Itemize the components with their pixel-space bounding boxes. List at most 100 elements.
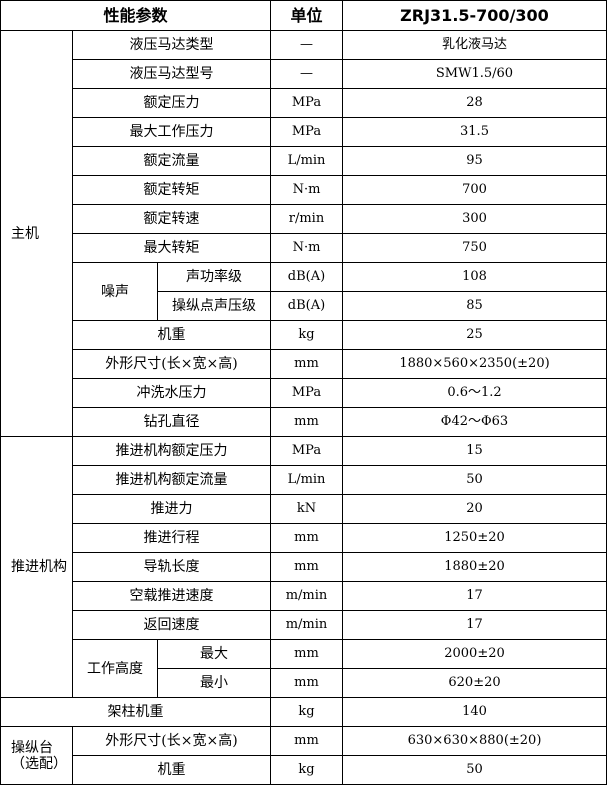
- param-unit: kg: [270, 755, 343, 785]
- param-name: 额定流量: [72, 146, 271, 176]
- table-row: 导轨长度 mm 1880±20: [1, 552, 607, 582]
- subgroup-label: 工作高度: [72, 639, 158, 698]
- table-row: 额定压力 MPa 28: [1, 88, 607, 118]
- param-value: 0.6～1.2: [342, 378, 607, 408]
- param-unit: MPa: [270, 378, 343, 408]
- param-unit: MPa: [270, 436, 343, 466]
- param-value: 2000±20: [342, 639, 607, 669]
- param-value: 1250±20: [342, 523, 607, 553]
- group-label: 主机: [0, 30, 73, 437]
- table-row: 返回速度 m/min 17: [1, 610, 607, 640]
- table-row: 机重 kg 50: [1, 755, 607, 785]
- param-unit: mm: [270, 726, 343, 756]
- param-name: 最大工作压力: [72, 117, 271, 147]
- table-row: 主机 液压马达类型 — 乳化液马达: [0, 30, 607, 437]
- param-name: 操纵点声压级: [157, 291, 271, 321]
- param-unit: mm: [270, 349, 343, 379]
- param-name: 推进机构额定压力: [72, 436, 271, 466]
- param-unit: L/min: [270, 465, 343, 495]
- param-unit: mm: [270, 552, 343, 582]
- param-value: 85: [342, 291, 607, 321]
- param-name: 额定转速: [72, 204, 271, 234]
- param-unit: m/min: [270, 581, 343, 611]
- param-value: 108: [342, 262, 607, 292]
- table-row: 推进机构额定流量 L/min 50: [1, 465, 607, 495]
- param-name: 推进机构额定流量: [72, 465, 271, 495]
- param-value: 25: [342, 320, 607, 350]
- param-value: 620±20: [342, 668, 607, 698]
- param-unit: mm: [270, 668, 343, 698]
- param-name: 最大: [157, 639, 271, 669]
- param-name: 导轨长度: [72, 552, 271, 582]
- param-value: 28: [342, 88, 607, 118]
- param-value: Φ42～Φ63: [342, 407, 607, 437]
- table-row: 最大转矩 N·m 750: [1, 233, 607, 263]
- param-value: SMW1.5/60: [342, 59, 607, 89]
- param-name: 推进力: [72, 494, 271, 524]
- param-unit: kg: [270, 320, 343, 350]
- param-value: 17: [342, 610, 607, 640]
- table-row: 最小 mm 620±20: [1, 668, 607, 698]
- param-unit: mm: [270, 407, 343, 437]
- group-label: 操纵台（选配）: [0, 726, 73, 785]
- param-name: 液压马达型号: [72, 59, 271, 89]
- param-value: 95: [342, 146, 607, 176]
- header-param: 性能参数: [0, 0, 271, 31]
- param-name: 冲洗水压力: [72, 378, 271, 408]
- param-value: 140: [342, 697, 607, 727]
- param-unit: N·m: [270, 175, 343, 205]
- param-name: 架柱机重: [0, 697, 271, 727]
- param-value: 750: [342, 233, 607, 263]
- table-row: 架柱机重 kg 140: [0, 697, 607, 727]
- param-unit: N·m: [270, 233, 343, 263]
- param-name: 推进行程: [72, 523, 271, 553]
- group-label: 推进机构: [0, 436, 73, 698]
- param-name: 额定转矩: [72, 175, 271, 205]
- param-value: 31.5: [342, 117, 607, 147]
- param-unit: L/min: [270, 146, 343, 176]
- header-model: ZRJ31.5-700/300: [342, 0, 607, 31]
- param-name: 额定压力: [72, 88, 271, 118]
- param-unit: r/min: [270, 204, 343, 234]
- param-value: 1880±20: [342, 552, 607, 582]
- table-row: 最大工作压力 MPa 31.5: [1, 117, 607, 147]
- param-name: 返回速度: [72, 610, 271, 640]
- param-value: 20: [342, 494, 607, 524]
- param-value: 50: [342, 465, 607, 495]
- param-value: 15: [342, 436, 607, 466]
- table-row: 工作高度 最大 mm 2000±20: [1, 639, 607, 698]
- param-name: 外形尺寸(长×宽×高): [72, 726, 271, 756]
- param-unit: dB(A): [270, 291, 343, 321]
- subgroup-label: 噪声: [72, 262, 158, 321]
- header-unit: 单位: [270, 0, 343, 31]
- param-value: 700: [342, 175, 607, 205]
- table-row: 推进行程 mm 1250±20: [1, 523, 607, 553]
- param-name: 空载推进速度: [72, 581, 271, 611]
- table-row: 机重 kg 25: [1, 320, 607, 350]
- header-row: 性能参数 单位 ZRJ31.5-700/300: [0, 0, 607, 31]
- table-row: 冲洗水压力 MPa 0.6～1.2: [1, 378, 607, 408]
- param-name: 钻孔直径: [72, 407, 271, 437]
- param-unit: m/min: [270, 610, 343, 640]
- param-value: 1880×560×2350(±20): [342, 349, 607, 379]
- param-unit: —: [270, 59, 343, 89]
- table-row: 液压马达型号 — SMW1.5/60: [1, 59, 607, 89]
- table-row: 推进力 kN 20: [1, 494, 607, 524]
- param-unit: kN: [270, 494, 343, 524]
- param-unit: dB(A): [270, 262, 343, 292]
- table-row: 推进机构 推进机构额定压力 MPa 15: [0, 436, 607, 698]
- param-unit: MPa: [270, 117, 343, 147]
- param-unit: —: [270, 30, 343, 60]
- param-name: 声功率级: [157, 262, 271, 292]
- param-unit: mm: [270, 523, 343, 553]
- table-row: 外形尺寸(长×宽×高) mm 1880×560×2350(±20): [1, 349, 607, 379]
- param-unit: kg: [270, 697, 343, 727]
- param-unit: MPa: [270, 88, 343, 118]
- param-value: 乳化液马达: [342, 30, 607, 60]
- param-unit: mm: [270, 639, 343, 669]
- table-row: 空载推进速度 m/min 17: [1, 581, 607, 611]
- param-name: 机重: [72, 755, 271, 785]
- table-row: 额定流量 L/min 95: [1, 146, 607, 176]
- table-row: 额定转矩 N·m 700: [1, 175, 607, 205]
